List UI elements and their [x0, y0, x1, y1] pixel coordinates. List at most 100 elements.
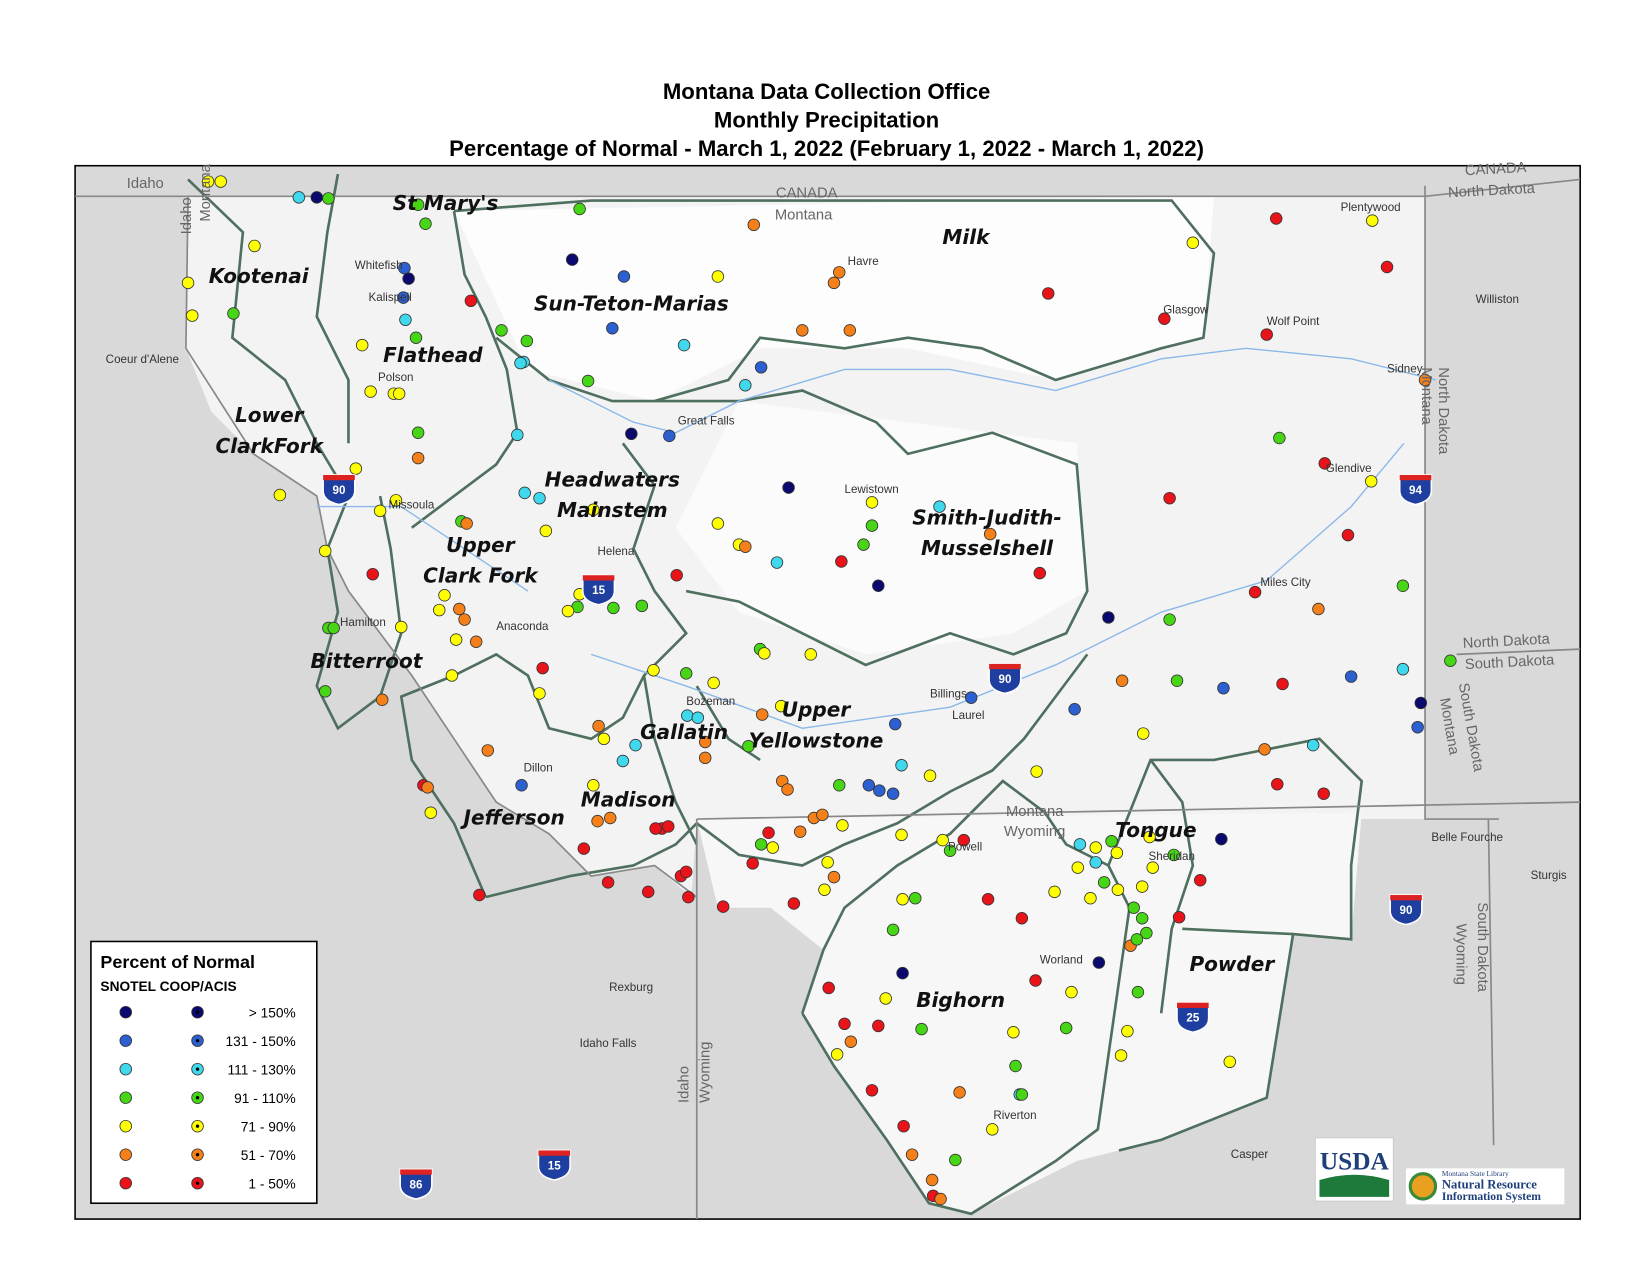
city-label: Idaho Falls	[580, 1037, 637, 1050]
title-block: Montana Data Collection Office Monthly P…	[449, 79, 1204, 161]
interstate-shield	[537, 1149, 571, 1181]
nris-text: Natural Resource	[1442, 1177, 1537, 1191]
station-dot	[923, 769, 937, 782]
station-dot	[536, 661, 549, 675]
interstate-band	[400, 1169, 432, 1175]
borders	[75, 178, 1581, 1220]
legend-label: 131 - 150%	[226, 1034, 296, 1049]
station-dot	[419, 217, 432, 230]
station-dot	[292, 191, 306, 204]
station-dot	[355, 338, 369, 352]
station-dot	[1158, 312, 1171, 325]
region-label: Wyoming	[697, 1042, 713, 1103]
city-label: Casper	[1231, 1148, 1269, 1161]
station-dot	[458, 613, 471, 626]
station-dot	[774, 699, 788, 713]
station-dot	[603, 811, 617, 825]
station-dot	[909, 891, 922, 905]
station-dot	[896, 893, 909, 906]
station-dot	[1167, 848, 1181, 862]
station-dot	[830, 1048, 844, 1061]
station-dot	[617, 270, 631, 283]
station-dot	[781, 783, 794, 796]
station-dot	[933, 500, 946, 513]
station-dot	[886, 923, 900, 937]
interstate-number: 15	[548, 1159, 561, 1172]
city-label: Glasgow	[1163, 303, 1209, 316]
station-dot	[865, 1084, 879, 1097]
legend-label: 1 - 50%	[248, 1176, 295, 1191]
station-dot	[1186, 236, 1200, 249]
station-dot	[679, 667, 693, 680]
station-dot	[707, 676, 720, 690]
station-dot	[227, 307, 240, 320]
station-dot	[1015, 1088, 1029, 1101]
legend-snotel	[119, 1091, 132, 1104]
station-dot	[625, 427, 638, 441]
station-dot	[862, 779, 876, 792]
station-dot	[641, 885, 655, 899]
station-dot	[453, 602, 466, 616]
station-dot	[495, 324, 508, 337]
interstate-number: 94	[1409, 484, 1422, 497]
station-dot	[716, 900, 730, 913]
station-dot	[473, 888, 486, 902]
city-label: Sheridan	[1148, 850, 1194, 863]
station-dot	[629, 738, 642, 752]
interstate-shield	[322, 474, 356, 506]
station-dot	[754, 838, 768, 851]
city-label: Havre	[848, 255, 879, 268]
basin-label: Sun-Teton-Marias	[534, 291, 729, 315]
station-dot	[1059, 1021, 1073, 1035]
region-label: Wyoming	[1004, 824, 1065, 840]
region-label: Wyoming	[1453, 924, 1469, 985]
station-dot	[424, 806, 438, 819]
station-dot	[1269, 212, 1283, 225]
basin-label: Upper	[782, 698, 852, 722]
station-dot	[649, 822, 662, 835]
station-dot	[573, 202, 586, 216]
station-dot	[1089, 841, 1102, 854]
city-label: Missoula	[389, 499, 435, 512]
basin-label: Yellowstone	[749, 728, 884, 752]
interstate-band	[323, 474, 355, 481]
station-dot	[1163, 613, 1176, 626]
basin-label: Musselshell	[921, 536, 1054, 560]
region-label: Idaho	[127, 176, 164, 192]
station-dot	[1114, 1049, 1128, 1062]
station-dot	[872, 1019, 885, 1033]
station-dot	[181, 276, 195, 290]
legend-label: > 150%	[249, 1005, 296, 1020]
station-dot	[1068, 703, 1081, 716]
basin-label: Milk	[942, 225, 991, 249]
station-dot	[698, 735, 712, 749]
legend-label: 71 - 90%	[241, 1119, 296, 1134]
station-dot	[787, 897, 801, 910]
station-dot	[511, 428, 524, 442]
station-dot	[986, 1123, 999, 1136]
station-dot	[248, 239, 261, 253]
station-dot	[827, 276, 841, 290]
station-dot	[515, 779, 528, 792]
station-dot	[1193, 874, 1207, 887]
legend-snotel	[119, 1062, 132, 1076]
station-dot	[392, 387, 406, 400]
station-dot	[469, 635, 483, 648]
station-dot	[983, 527, 997, 541]
legend-snotel	[119, 1034, 132, 1047]
station-dot	[481, 744, 495, 757]
station-dot	[1366, 214, 1379, 227]
city-label: Riverton	[993, 1109, 1036, 1122]
station-dot	[319, 685, 332, 698]
region-label: North Dakota	[1435, 367, 1451, 455]
station-dot	[635, 599, 649, 613]
station-dot	[1135, 880, 1149, 893]
basin-label: Gallatin	[640, 720, 728, 744]
city-label: Dillon	[524, 762, 553, 775]
station-dot	[1140, 926, 1153, 940]
station-dot	[349, 462, 363, 475]
station-dot	[1364, 475, 1378, 488]
station-dot	[1097, 876, 1111, 889]
station-dot	[577, 842, 591, 855]
